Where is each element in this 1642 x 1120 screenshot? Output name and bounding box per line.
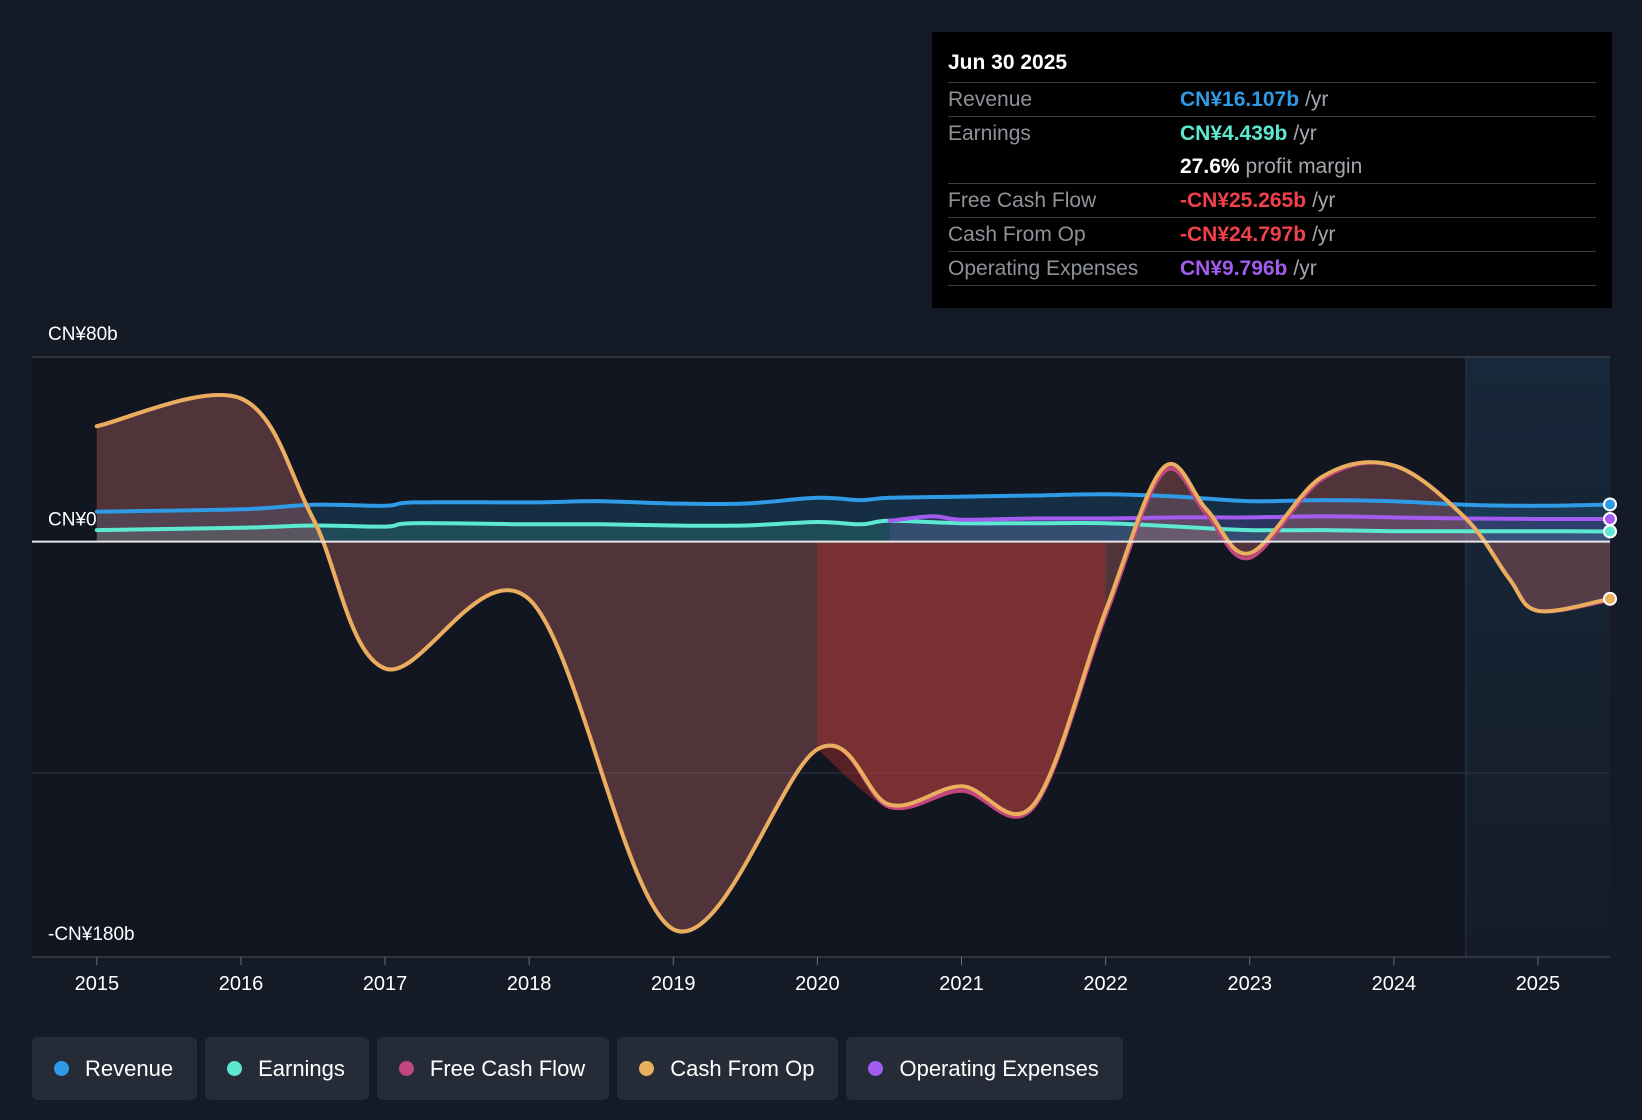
tooltip-row-revenue: Revenue CN¥16.107b /yr (948, 83, 1596, 117)
x-axis-ticks: 2015 2016 2017 2018 2019 2020 2021 2022 2023 2024… (75, 957, 1561, 995)
tooltip-value: CN¥9.796b (1180, 257, 1288, 280)
x-tick-label: 2025 (1516, 973, 1561, 995)
area-earnings (96, 520, 1610, 542)
legend-item-operating-expenses[interactable]: Operating Expenses (846, 1037, 1123, 1100)
tooltip-row-margin: 27.6% profit margin (948, 150, 1596, 184)
legend-label: Earnings (258, 1055, 345, 1081)
tooltip-unit: /yr (1312, 223, 1336, 246)
plot-background (32, 357, 1610, 957)
x-tick-label: 2020 (795, 973, 840, 995)
legend-item-revenue[interactable]: Revenue (32, 1037, 198, 1100)
legend-item-free-cash-flow[interactable]: Free Cash Flow (376, 1037, 610, 1100)
area-free-cash-flow (96, 394, 1610, 932)
x-tick-label: 2015 (75, 973, 120, 995)
area-cash-from-op (96, 394, 1610, 932)
y-label-zero: CN¥0 (48, 510, 97, 531)
tooltip-unit: /yr (1293, 122, 1317, 145)
endpoint-revenue (1603, 497, 1617, 512)
endpoint-earnings (1603, 524, 1617, 539)
x-tick-label: 2017 (363, 973, 408, 995)
tooltip-name: Operating Expenses (948, 257, 1139, 280)
tooltip-name (948, 150, 1180, 183)
area-fcf-highlight (817, 541, 1106, 817)
tooltip-name: Earnings (948, 122, 1031, 145)
tooltip: Jun 30 2025 Revenue CN¥16.107b /yr Earni… (932, 32, 1612, 308)
series-endpoints (1603, 497, 1617, 606)
x-tick-label: 2023 (1227, 973, 1272, 995)
legend-item-earnings[interactable]: Earnings (205, 1037, 369, 1100)
endpoint-cash-from-op (1603, 591, 1617, 606)
legend-dot-icon (227, 1061, 243, 1076)
line-earnings (94, 518, 1612, 534)
line-operating-expenses (887, 514, 1612, 523)
tooltip-row-fcf: Free Cash Flow -CN¥25.265b /yr (948, 184, 1596, 218)
x-tick-label: 2018 (507, 973, 552, 995)
x-tick-label: 2022 (1083, 973, 1128, 995)
tooltip-unit: /yr (1293, 257, 1317, 280)
tooltip-name: Free Cash Flow (948, 189, 1097, 212)
forecast-shade (1465, 357, 1610, 957)
line-cash-from-op (94, 392, 1612, 934)
tooltip-value: -CN¥24.797b (1180, 223, 1307, 246)
legend-label: Operating Expenses (899, 1055, 1099, 1081)
tooltip-value: CN¥4.439b (1180, 122, 1288, 145)
tooltip-unit: /yr (1312, 189, 1336, 212)
tooltip-row-cfo: Cash From Op -CN¥24.797b /yr (948, 218, 1596, 252)
tooltip-value: CN¥16.107b (1180, 88, 1300, 111)
tooltip-value: 27.6% (1180, 155, 1240, 178)
tooltip-value: -CN¥25.265b (1180, 189, 1307, 212)
legend-dot-icon (398, 1061, 414, 1076)
legend: Revenue Earnings Free Cash Flow Cash Fro… (32, 1037, 1123, 1100)
line-revenue (94, 492, 1612, 514)
tooltip-name: Revenue (948, 88, 1033, 111)
y-label-bottom: -CN¥180b (48, 924, 135, 945)
x-tick-label: 2021 (939, 973, 984, 995)
x-tick-label: 2019 (651, 973, 696, 995)
series-lines (94, 392, 1612, 934)
tooltip-row-opex: Operating Expenses CN¥9.796b /yr (948, 252, 1596, 286)
tooltip-unit: /yr (1305, 88, 1329, 111)
legend-label: Revenue (85, 1055, 174, 1081)
tooltip-unit: profit margin (1245, 155, 1363, 178)
y-label-top: CN¥80b (48, 324, 118, 345)
legend-dot-icon (868, 1061, 884, 1076)
x-tick-label: 2016 (219, 973, 264, 995)
legend-dot-icon (54, 1061, 69, 1076)
tooltip-row-earnings: Earnings CN¥4.439b /yr (948, 117, 1596, 150)
legend-dot-icon (639, 1061, 655, 1076)
x-tick-label: 2024 (1372, 973, 1417, 995)
legend-label: Free Cash Flow (429, 1055, 586, 1081)
legend-item-cash-from-op[interactable]: Cash From Op (617, 1037, 839, 1100)
legend-label: Cash From Op (670, 1055, 815, 1081)
tooltip-date: Jun 30 2025 (948, 46, 1596, 83)
endpoint-operating-expenses (1603, 512, 1617, 526)
tooltip-name: Cash From Op (948, 223, 1086, 246)
